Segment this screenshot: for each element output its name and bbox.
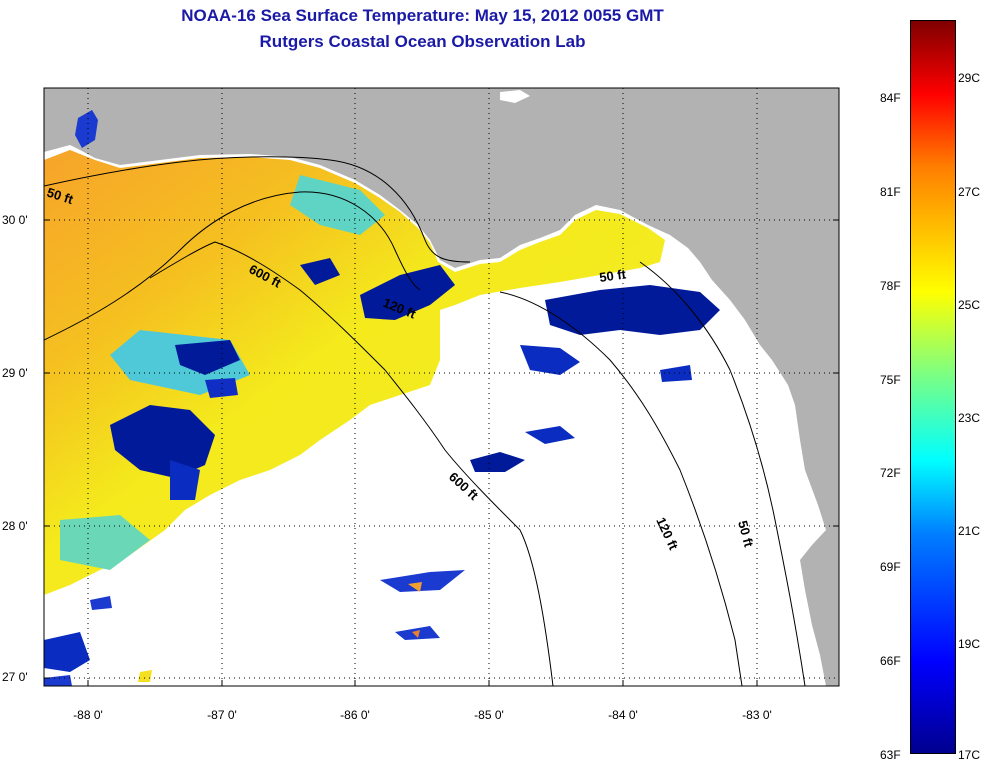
lat-label: 28 0' bbox=[2, 519, 28, 533]
colorbar-celsius-label: 27C bbox=[958, 185, 981, 199]
colorbar-fahrenheit-label: 69F bbox=[880, 560, 901, 574]
cold-sst-patch bbox=[660, 365, 692, 382]
colorbar-fahrenheit-label: 81F bbox=[880, 185, 901, 199]
lat-label: 30 0' bbox=[2, 213, 28, 227]
cool-sst-patch bbox=[60, 515, 150, 570]
contour-120ft-north bbox=[44, 191, 421, 341]
colorbar-celsius-label: 25C bbox=[958, 298, 981, 312]
warm-sst-speck bbox=[138, 670, 152, 682]
contour-120ft-south bbox=[499, 291, 743, 686]
colorbar-celsius-label: 19C bbox=[958, 637, 981, 651]
lat-label: 29 0' bbox=[2, 366, 28, 380]
colorbar-celsius-label: 29C bbox=[958, 71, 981, 85]
colorbar-celsius-label: 17C bbox=[958, 748, 981, 762]
cold-sst-patch bbox=[470, 452, 525, 472]
colorbar bbox=[910, 20, 956, 754]
colorbar-celsius-label: 21C bbox=[958, 524, 981, 538]
colorbar-fahrenheit-label: 66F bbox=[880, 654, 901, 668]
lon-label: -84 0' bbox=[608, 708, 638, 722]
map-title: NOAA-16 Sea Surface Temperature: May 15,… bbox=[181, 6, 664, 25]
colorbar-fahrenheit-label: 78F bbox=[880, 279, 901, 293]
lat-label: 27 0' bbox=[2, 670, 28, 684]
contour-label: 50 ft bbox=[598, 266, 627, 285]
contour-label: 50 ft bbox=[735, 519, 757, 549]
cold-sst-patch bbox=[520, 345, 580, 375]
lon-label: -87 0' bbox=[207, 708, 237, 722]
cold-sst-patch bbox=[44, 632, 90, 672]
cold-sst-patch bbox=[300, 258, 340, 285]
colorbar-fahrenheit-label: 84F bbox=[880, 91, 901, 105]
colorbar-fahrenheit-label: 75F bbox=[880, 373, 901, 387]
cold-sst-patch bbox=[175, 340, 240, 375]
bay bbox=[75, 110, 98, 148]
lon-label: -86 0' bbox=[340, 708, 370, 722]
cold-sst-patch bbox=[360, 265, 455, 320]
contour-50ft-south bbox=[639, 261, 806, 686]
cold-sst-patch bbox=[110, 405, 215, 478]
warm-sst-speck bbox=[412, 630, 420, 638]
lon-label: -85 0' bbox=[474, 708, 504, 722]
colorbar-fahrenheit-label: 72F bbox=[880, 466, 901, 480]
contour-50ft-north bbox=[44, 156, 471, 263]
lon-label: -83 0' bbox=[742, 708, 772, 722]
lon-label: -88 0' bbox=[73, 708, 103, 722]
colorbar-fahrenheit-label: 63F bbox=[880, 748, 901, 762]
cold-sst-patch bbox=[525, 426, 575, 444]
map-border bbox=[43, 87, 840, 687]
warm-sst-speck bbox=[408, 582, 422, 592]
map-ticks bbox=[44, 219, 839, 686]
colorbar-celsius-label: 23C bbox=[958, 411, 981, 425]
cold-sst-patch bbox=[90, 596, 112, 610]
map-subtitle: Rutgers Coastal Ocean Observation Lab bbox=[259, 32, 586, 51]
cold-sst-patch bbox=[545, 285, 720, 335]
land-mass bbox=[44, 88, 839, 686]
cold-sst-patch bbox=[170, 460, 200, 500]
cool-sst-patch bbox=[290, 175, 385, 235]
bay bbox=[500, 90, 530, 103]
contour-600ft bbox=[149, 241, 554, 686]
cold-sst-patch bbox=[380, 570, 465, 592]
